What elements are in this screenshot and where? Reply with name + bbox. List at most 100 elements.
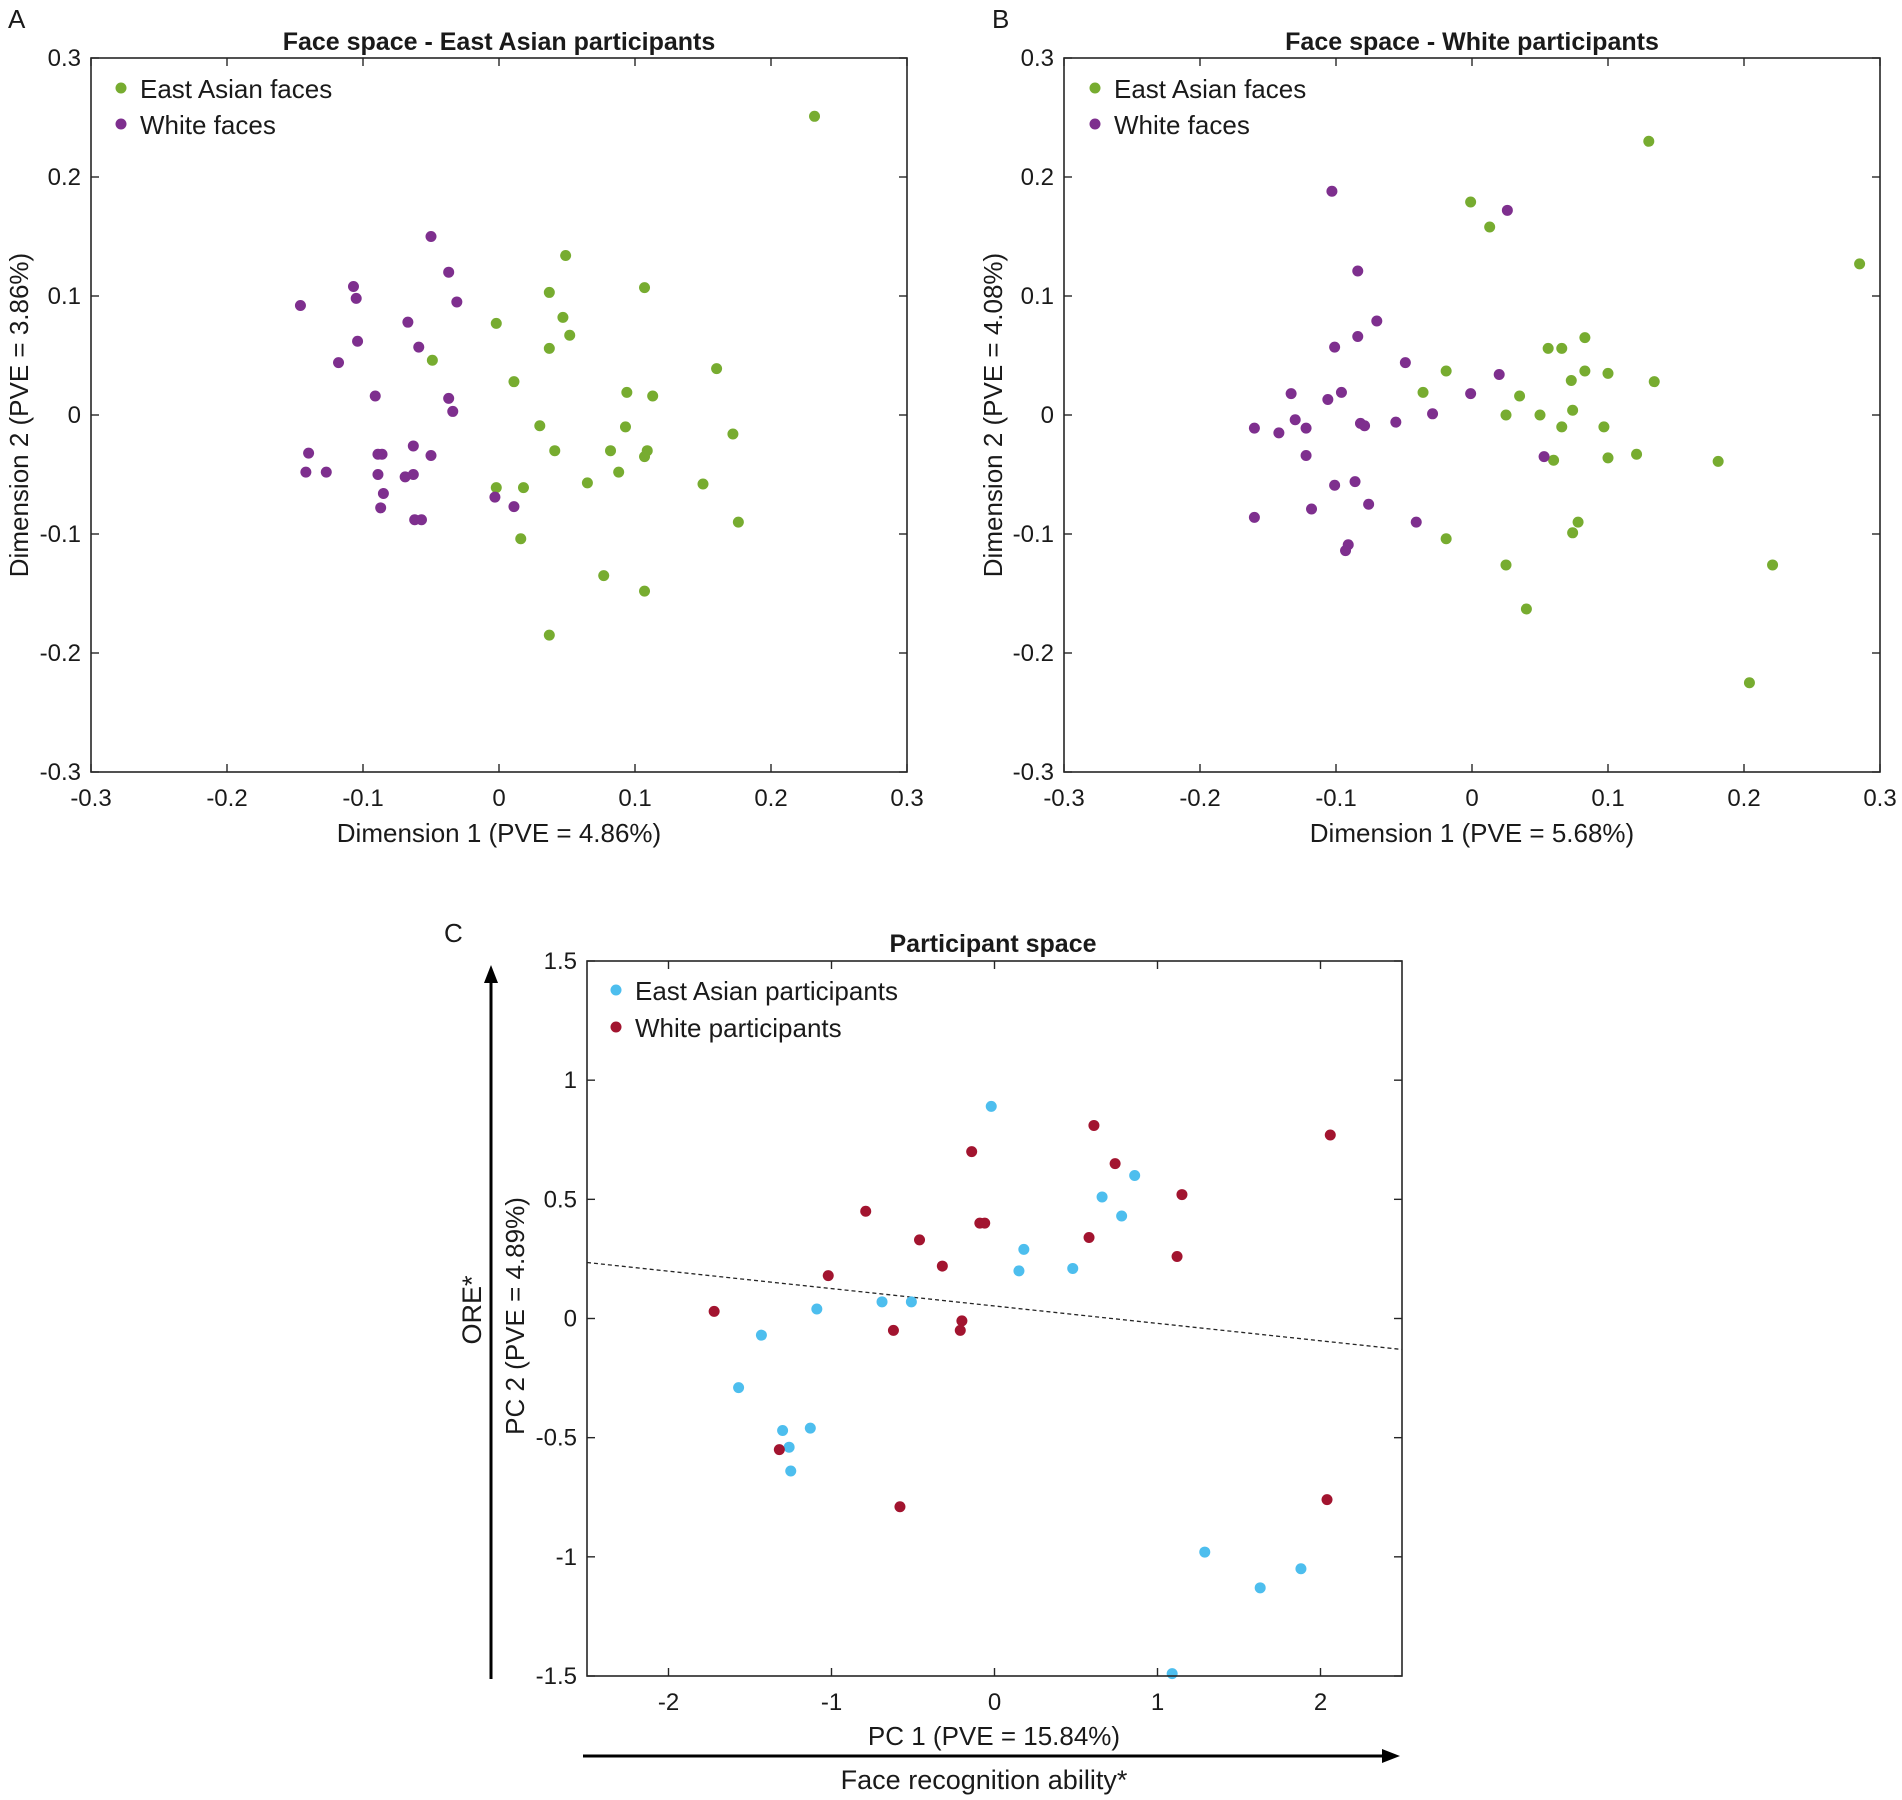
point-white-faces xyxy=(1359,420,1371,432)
point-east-asian-faces xyxy=(1500,559,1512,571)
point-east-asian-participants xyxy=(1295,1563,1307,1575)
point-white-faces xyxy=(1538,451,1550,463)
point-white-faces xyxy=(294,300,306,312)
point-east-asian-faces xyxy=(1417,386,1429,398)
point-white-faces xyxy=(369,390,381,402)
point-white-faces xyxy=(451,296,463,308)
point-white-faces xyxy=(1329,341,1341,353)
x-tick-label: 2 xyxy=(1314,1689,1327,1716)
x-tick-label: -0.3 xyxy=(1043,785,1084,812)
point-east-asian-participants xyxy=(755,1329,767,1341)
point-east-asian-faces xyxy=(1440,365,1452,377)
x-tick-label: -0.1 xyxy=(342,785,383,812)
panel-a-axes-box xyxy=(90,57,908,773)
panel-a: A Face space - East Asian participants -… xyxy=(4,4,924,848)
point-east-asian-faces xyxy=(560,250,572,262)
x-tick-label: -2 xyxy=(658,1689,679,1716)
point-white-participants xyxy=(773,1444,785,1456)
legend-marker-east-asian-faces xyxy=(115,82,127,94)
point-white-faces xyxy=(508,501,520,513)
point-east-asian-faces xyxy=(543,342,555,354)
panel-b-xlabel: Dimension 1 (PVE = 5.68%) xyxy=(1310,818,1634,848)
point-east-asian-faces xyxy=(490,482,502,494)
point-east-asian-faces xyxy=(613,466,625,478)
point-white-participants xyxy=(860,1205,872,1217)
x-tick-label: -0.1 xyxy=(1315,785,1356,812)
legend-label-east-asian-participants: East Asian participants xyxy=(635,976,898,1006)
x-tick-label: -0.2 xyxy=(206,785,247,812)
point-white-faces xyxy=(447,405,459,417)
point-east-asian-faces xyxy=(711,363,723,375)
point-white-participants xyxy=(1176,1189,1188,1201)
point-white-faces xyxy=(1300,422,1312,434)
point-white-participants xyxy=(1088,1119,1100,1131)
point-white-faces xyxy=(1340,545,1352,557)
point-white-faces xyxy=(1427,408,1439,420)
point-east-asian-faces xyxy=(581,477,593,489)
point-white-faces xyxy=(1399,357,1411,369)
point-white-participants xyxy=(1171,1251,1183,1263)
point-white-faces xyxy=(1322,394,1334,406)
point-white-participants xyxy=(1109,1158,1121,1170)
point-east-asian-participants xyxy=(811,1303,823,1315)
point-east-asian-faces xyxy=(1565,374,1577,386)
y-tick-label: 1.5 xyxy=(544,948,577,975)
panel-c-ticks: -2 -1 0 1 2 -1.5 -1 -0.5 0 0.5 1 1.5 xyxy=(536,948,1402,1716)
point-east-asian-faces xyxy=(1567,404,1579,416)
point-east-asian-faces xyxy=(605,445,617,457)
y-tick-label: -0.3 xyxy=(1013,759,1054,786)
point-white-participants xyxy=(894,1501,906,1513)
panel-a-title: Face space - East Asian participants xyxy=(283,28,716,56)
point-white-faces xyxy=(425,231,437,242)
panel-b-title: Face space - White participants xyxy=(1285,28,1659,56)
panel-c: C Participant space -2 -1 0 1 2 -1.5 -1 -0.5 0 0.… xyxy=(444,918,1403,1795)
point-white-faces xyxy=(333,357,345,369)
panel-a-ticks: -0.3 -0.2 -0.1 0 0.1 0.2 0.3 -0.3 -0.2 -0.1 0 0.1 0.… xyxy=(40,45,924,812)
point-white-faces xyxy=(443,392,455,404)
point-east-asian-faces xyxy=(598,570,610,582)
y-arrow-head xyxy=(484,965,498,983)
point-white-faces xyxy=(1349,476,1361,488)
point-white-participants xyxy=(708,1305,720,1317)
panel-c-ylabel: PC 2 (PVE = 4.89%) xyxy=(500,1197,530,1435)
point-white-faces xyxy=(1329,479,1341,491)
point-east-asian-faces xyxy=(1602,452,1614,464)
point-east-asian-faces xyxy=(1648,376,1660,388)
y-tick-label: 0.5 xyxy=(544,1186,577,1213)
point-white-faces xyxy=(377,488,389,500)
y-tick-label: 0.1 xyxy=(1021,283,1054,310)
point-east-asian-faces xyxy=(639,282,651,294)
point-white-participants xyxy=(1324,1129,1336,1141)
point-white-faces xyxy=(352,335,364,347)
point-white-participants xyxy=(936,1260,948,1272)
panel-c-legend: East Asian participants White participan… xyxy=(610,976,898,1043)
point-east-asian-participants xyxy=(876,1296,888,1308)
y-tick-label: -0.1 xyxy=(1013,521,1054,548)
point-white-faces xyxy=(372,469,384,480)
y-tick-label: -0.2 xyxy=(1013,640,1054,667)
panel-b-legend: East Asian faces White faces xyxy=(1089,74,1306,140)
point-white-participants xyxy=(956,1315,968,1327)
point-white-participants xyxy=(887,1324,899,1336)
point-east-asian-participants xyxy=(783,1441,795,1453)
panel-b: B Face space - White participants -0.3 -0… xyxy=(978,4,1897,848)
panel-b-axes-box xyxy=(1063,57,1881,773)
x-tick-label: 0.3 xyxy=(1863,785,1896,812)
point-east-asian-faces xyxy=(639,585,651,597)
point-east-asian-participants xyxy=(1067,1262,1079,1274)
legend-label-east-asian-faces: East Asian faces xyxy=(1114,74,1306,104)
y-tick-label: 0.2 xyxy=(1021,164,1054,191)
panel-c-xlabel: PC 1 (PVE = 15.84%) xyxy=(868,1721,1120,1751)
point-east-asian-faces xyxy=(490,317,502,329)
panel-b-ticks: -0.3 -0.2 -0.1 0 0.1 0.2 0.3 -0.3 -0.2 -0.1 0 0.1 0.… xyxy=(1013,45,1897,812)
legend-marker-white-faces xyxy=(115,118,127,130)
x-tick-label: 0 xyxy=(492,785,505,812)
point-east-asian-faces xyxy=(732,516,744,528)
point-east-asian-participants xyxy=(905,1296,917,1308)
point-east-asian-faces xyxy=(517,482,529,494)
point-east-asian-faces xyxy=(1440,533,1452,545)
point-white-faces xyxy=(407,440,419,452)
panel-label-a: A xyxy=(8,4,26,34)
panel-c-title: Participant space xyxy=(889,930,1096,958)
y-tick-label: 0.3 xyxy=(48,45,81,72)
